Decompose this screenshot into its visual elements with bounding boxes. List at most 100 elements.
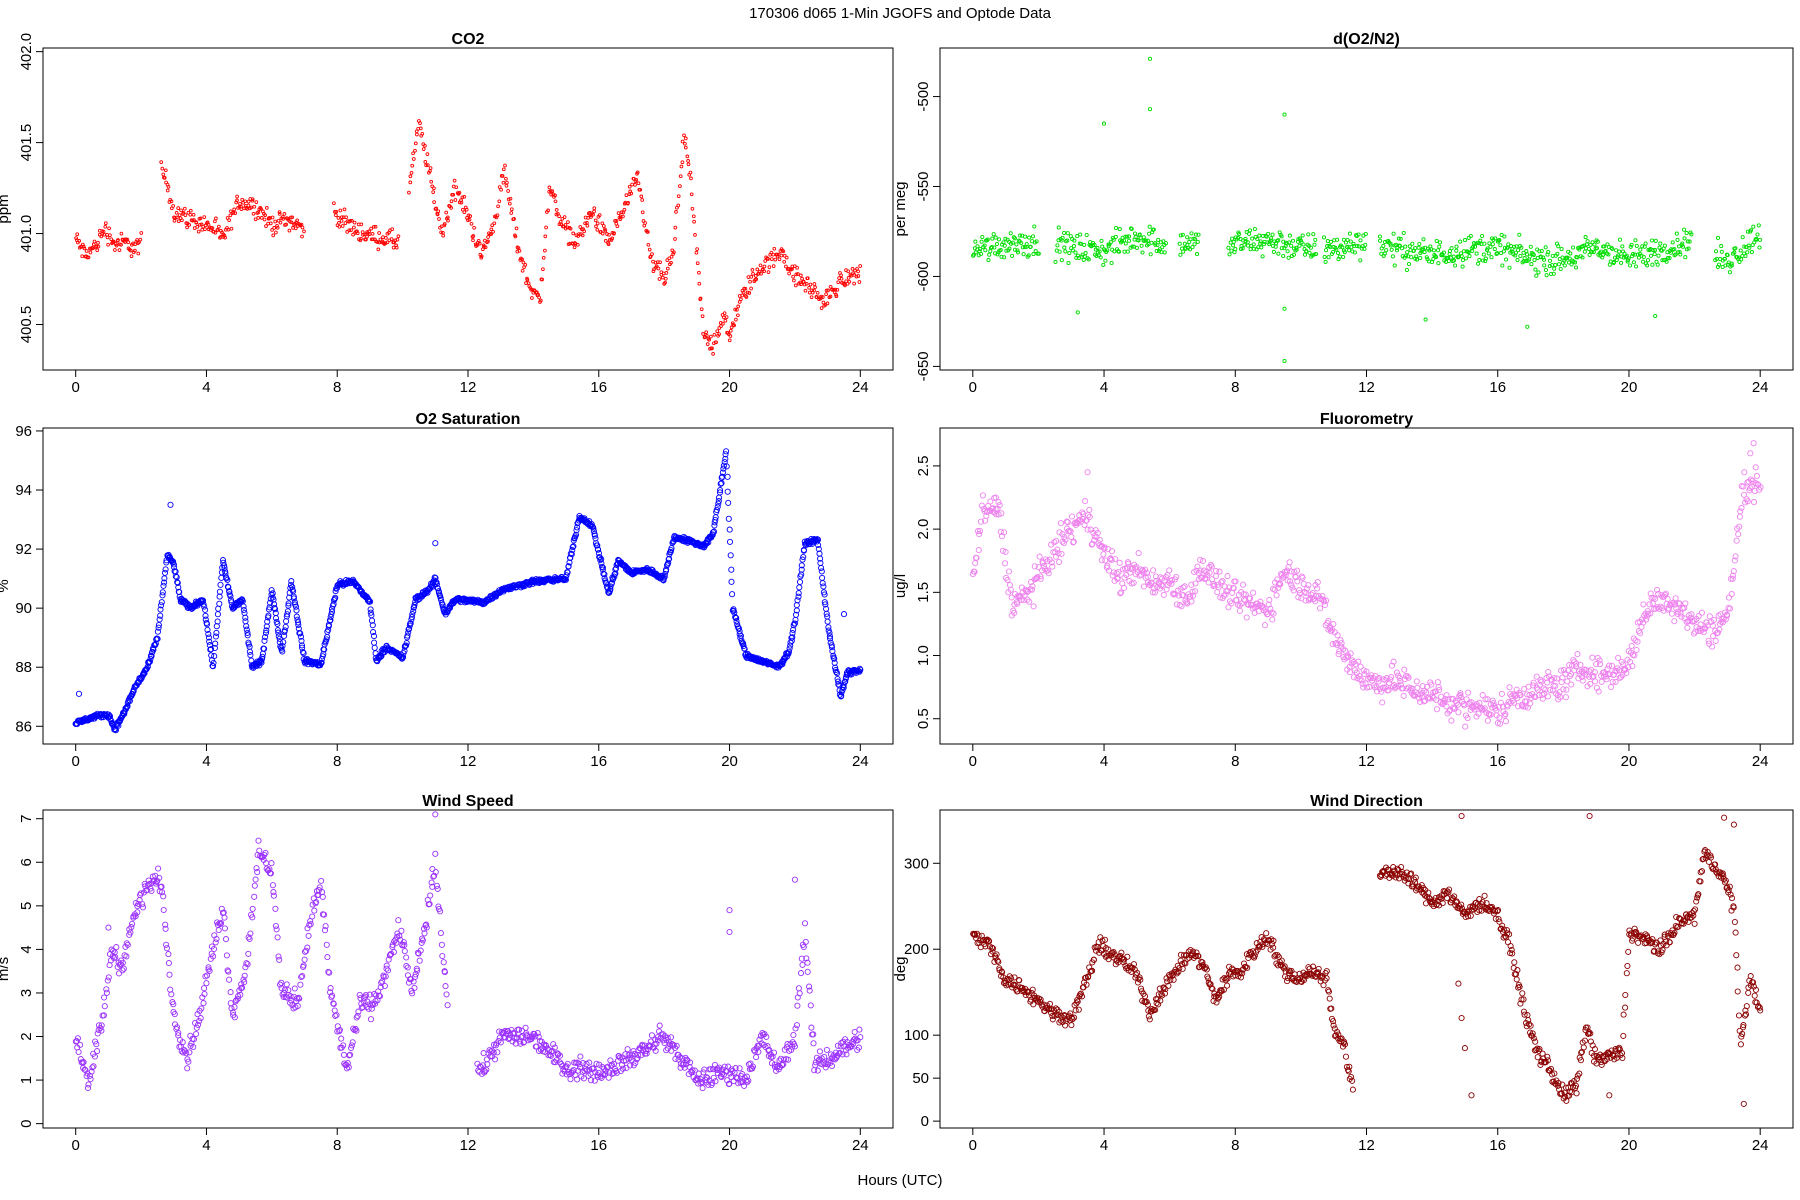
y-tick-label: 5 <box>18 902 35 910</box>
data-point <box>569 544 576 551</box>
data-point <box>396 234 401 239</box>
data-point <box>1070 248 1075 253</box>
data-point <box>1348 239 1353 244</box>
data-point <box>1096 536 1103 544</box>
data-point <box>1381 243 1386 249</box>
y-axis-label: m/s <box>0 957 12 981</box>
data-point <box>1677 250 1682 255</box>
data-point <box>769 257 774 261</box>
data-point <box>334 213 338 218</box>
data-point <box>1027 235 1032 240</box>
data-point <box>157 606 164 613</box>
data-point <box>227 593 234 600</box>
data-point <box>1404 253 1409 258</box>
data-point <box>722 311 727 316</box>
data-point <box>495 213 500 218</box>
data-point <box>439 601 446 608</box>
data-point <box>576 234 581 238</box>
data-point <box>119 967 126 974</box>
data-point <box>603 228 608 233</box>
data-point <box>1129 226 1134 232</box>
data-point <box>1397 244 1403 249</box>
data-point <box>95 248 100 253</box>
x-tick-label: 8 <box>1231 379 1239 396</box>
data-point <box>562 215 567 219</box>
data-point <box>658 260 662 265</box>
y-tick-label: 86 <box>15 718 32 735</box>
data-point <box>1556 262 1562 267</box>
data-point <box>667 1034 675 1041</box>
data-point <box>638 187 643 192</box>
data-point <box>269 590 276 597</box>
data-point <box>128 248 133 253</box>
data-point <box>334 209 339 214</box>
y-tick-label: 96 <box>15 423 32 440</box>
data-point <box>349 228 353 232</box>
data-point <box>979 239 984 244</box>
series-points <box>72 448 864 734</box>
data-point <box>1101 121 1107 126</box>
data-point <box>429 179 434 184</box>
data-point <box>1653 313 1658 319</box>
data-point <box>401 948 408 955</box>
data-point <box>243 199 248 204</box>
data-point <box>1135 550 1142 557</box>
data-point <box>1586 246 1592 252</box>
data-point <box>290 215 295 220</box>
data-point <box>1575 255 1580 260</box>
x-tick-label: 20 <box>721 1137 738 1154</box>
data-point <box>226 976 233 983</box>
data-point <box>630 182 634 187</box>
data-point <box>211 653 218 660</box>
data-point <box>1431 248 1436 253</box>
data-point <box>479 254 484 259</box>
data-point <box>1687 239 1692 244</box>
data-point <box>263 213 267 217</box>
data-point <box>746 275 751 279</box>
data-point <box>272 615 280 622</box>
data-point <box>1716 262 1722 267</box>
data-point <box>1324 248 1329 253</box>
data-point <box>256 216 261 220</box>
data-point <box>198 222 202 227</box>
data-point <box>457 190 462 195</box>
data-point <box>291 985 298 992</box>
data-point <box>1664 259 1669 264</box>
data-point <box>174 579 181 586</box>
x-tick-label: 24 <box>852 1137 869 1154</box>
data-point <box>636 181 641 186</box>
data-point <box>263 627 270 634</box>
data-point <box>405 629 412 636</box>
data-point <box>692 219 696 224</box>
data-point <box>449 199 454 204</box>
data-point <box>282 212 287 216</box>
data-point <box>634 177 639 182</box>
data-point <box>721 321 725 326</box>
data-point <box>214 216 218 221</box>
data-point <box>1652 595 1659 602</box>
data-point <box>126 240 131 245</box>
data-point <box>1313 237 1318 242</box>
data-point <box>512 217 516 221</box>
data-point <box>477 241 482 246</box>
data-point <box>683 145 688 150</box>
data-point <box>1181 249 1186 254</box>
data-point <box>1126 234 1132 239</box>
data-point <box>482 245 486 249</box>
data-point <box>1185 235 1190 240</box>
data-point <box>452 178 457 183</box>
data-point <box>691 214 696 219</box>
data-point <box>336 216 341 220</box>
data-point <box>1212 573 1219 580</box>
data-point <box>1437 240 1443 245</box>
data-point <box>1466 250 1471 255</box>
data-point <box>491 229 495 234</box>
data-point <box>471 238 475 243</box>
data-point <box>796 584 803 591</box>
data-point <box>158 599 165 606</box>
data-point <box>298 642 306 649</box>
data-point <box>210 226 215 230</box>
data-point <box>856 269 860 274</box>
data-point <box>1108 548 1116 555</box>
